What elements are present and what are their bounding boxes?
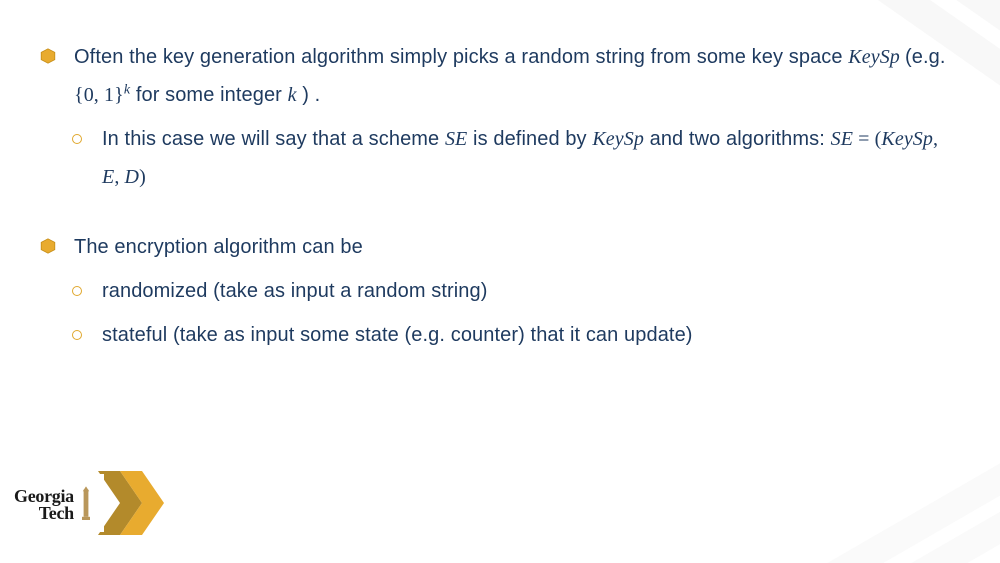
text-fragment: randomized (take as input a random strin…: [102, 280, 488, 302]
text-fragment: In this case we will say that a scheme: [102, 128, 445, 150]
sub-bullet-row: stateful (take as input some state (e.g.…: [40, 316, 955, 354]
sub-bullet-text: randomized (take as input a random strin…: [102, 272, 955, 310]
hexagon-bullet-icon: [40, 238, 56, 254]
bullet-row: Often the key generation algorithm simpl…: [40, 38, 955, 114]
logo-area: Georgia Tech: [0, 471, 198, 535]
chevrons-icon: [98, 471, 198, 535]
sub-bullet-text: In this case we will say that a scheme S…: [102, 120, 955, 196]
logo-line-2: Tech: [14, 505, 74, 522]
georgia-tech-logo: Georgia Tech: [0, 474, 104, 532]
slide: Often the key generation algorithm simpl…: [0, 0, 1000, 563]
text-fragment: and two algorithms:: [650, 128, 831, 150]
slide-content: Often the key generation algorithm simpl…: [40, 38, 955, 356]
decor-stripes-bottom-right: [683, 355, 1000, 563]
hexagon-bullet-icon: [40, 48, 56, 64]
circle-bullet-icon: [72, 330, 82, 340]
text-fragment: Often the key generation algorithm simpl…: [74, 46, 848, 68]
bullet-text: Often the key generation algorithm simpl…: [74, 38, 955, 114]
bullet-row: The encryption algorithm can be: [40, 228, 955, 266]
tower-icon: [78, 486, 94, 522]
sub-bullet-row: randomized (take as input a random strin…: [40, 272, 955, 310]
math-variable: k: [288, 84, 297, 106]
circle-bullet-icon: [72, 286, 82, 296]
sub-bullet-text: stateful (take as input some state (e.g.…: [102, 316, 955, 354]
text-fragment: ) .: [297, 84, 321, 106]
math-superscript: k: [124, 82, 130, 97]
text-fragment: (e.g.: [905, 46, 946, 68]
text-fragment: stateful (take as input some state (e.g.…: [102, 324, 693, 346]
text-fragment: is defined by: [473, 128, 592, 150]
text-fragment: for some integer: [136, 84, 288, 106]
sub-bullet-row: In this case we will say that a scheme S…: [40, 120, 955, 196]
circle-bullet-icon: [72, 134, 82, 144]
text-fragment: The encryption algorithm can be: [74, 236, 363, 258]
bullet-text: The encryption algorithm can be: [74, 228, 955, 266]
